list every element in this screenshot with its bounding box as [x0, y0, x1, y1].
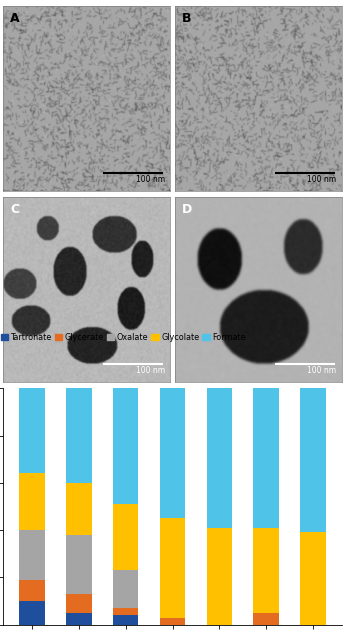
Text: 100 nm: 100 nm [136, 175, 165, 184]
Bar [160, 618, 185, 625]
Text: D: D [182, 203, 192, 216]
Text: 100 nm: 100 nm [307, 366, 337, 375]
Bar [254, 388, 279, 528]
Bar [160, 388, 185, 518]
Bar [19, 388, 45, 473]
Bar [113, 388, 138, 504]
Text: C: C [10, 203, 19, 216]
Bar [300, 388, 326, 533]
Bar [113, 608, 138, 615]
Text: B: B [182, 12, 191, 25]
Bar [66, 483, 91, 535]
Text: A: A [10, 12, 20, 25]
Bar [160, 518, 185, 618]
Bar [19, 473, 45, 530]
Bar [66, 594, 91, 613]
Bar [113, 615, 138, 625]
Bar [254, 613, 279, 625]
Bar [66, 388, 91, 483]
Bar [113, 504, 138, 570]
Bar [66, 613, 91, 625]
Text: 100 nm: 100 nm [307, 175, 337, 184]
Bar [19, 601, 45, 625]
Bar [300, 533, 326, 625]
Text: 100 nm: 100 nm [136, 366, 165, 375]
Bar [19, 580, 45, 601]
Bar [254, 528, 279, 613]
Bar [207, 388, 232, 528]
Bar [113, 570, 138, 608]
Bar [66, 535, 91, 594]
Bar [207, 528, 232, 625]
Legend: Tartronate, Glycerate, Oxalate, Glycolate, Formate: Tartronate, Glycerate, Oxalate, Glycolat… [1, 333, 246, 342]
Bar [19, 530, 45, 580]
